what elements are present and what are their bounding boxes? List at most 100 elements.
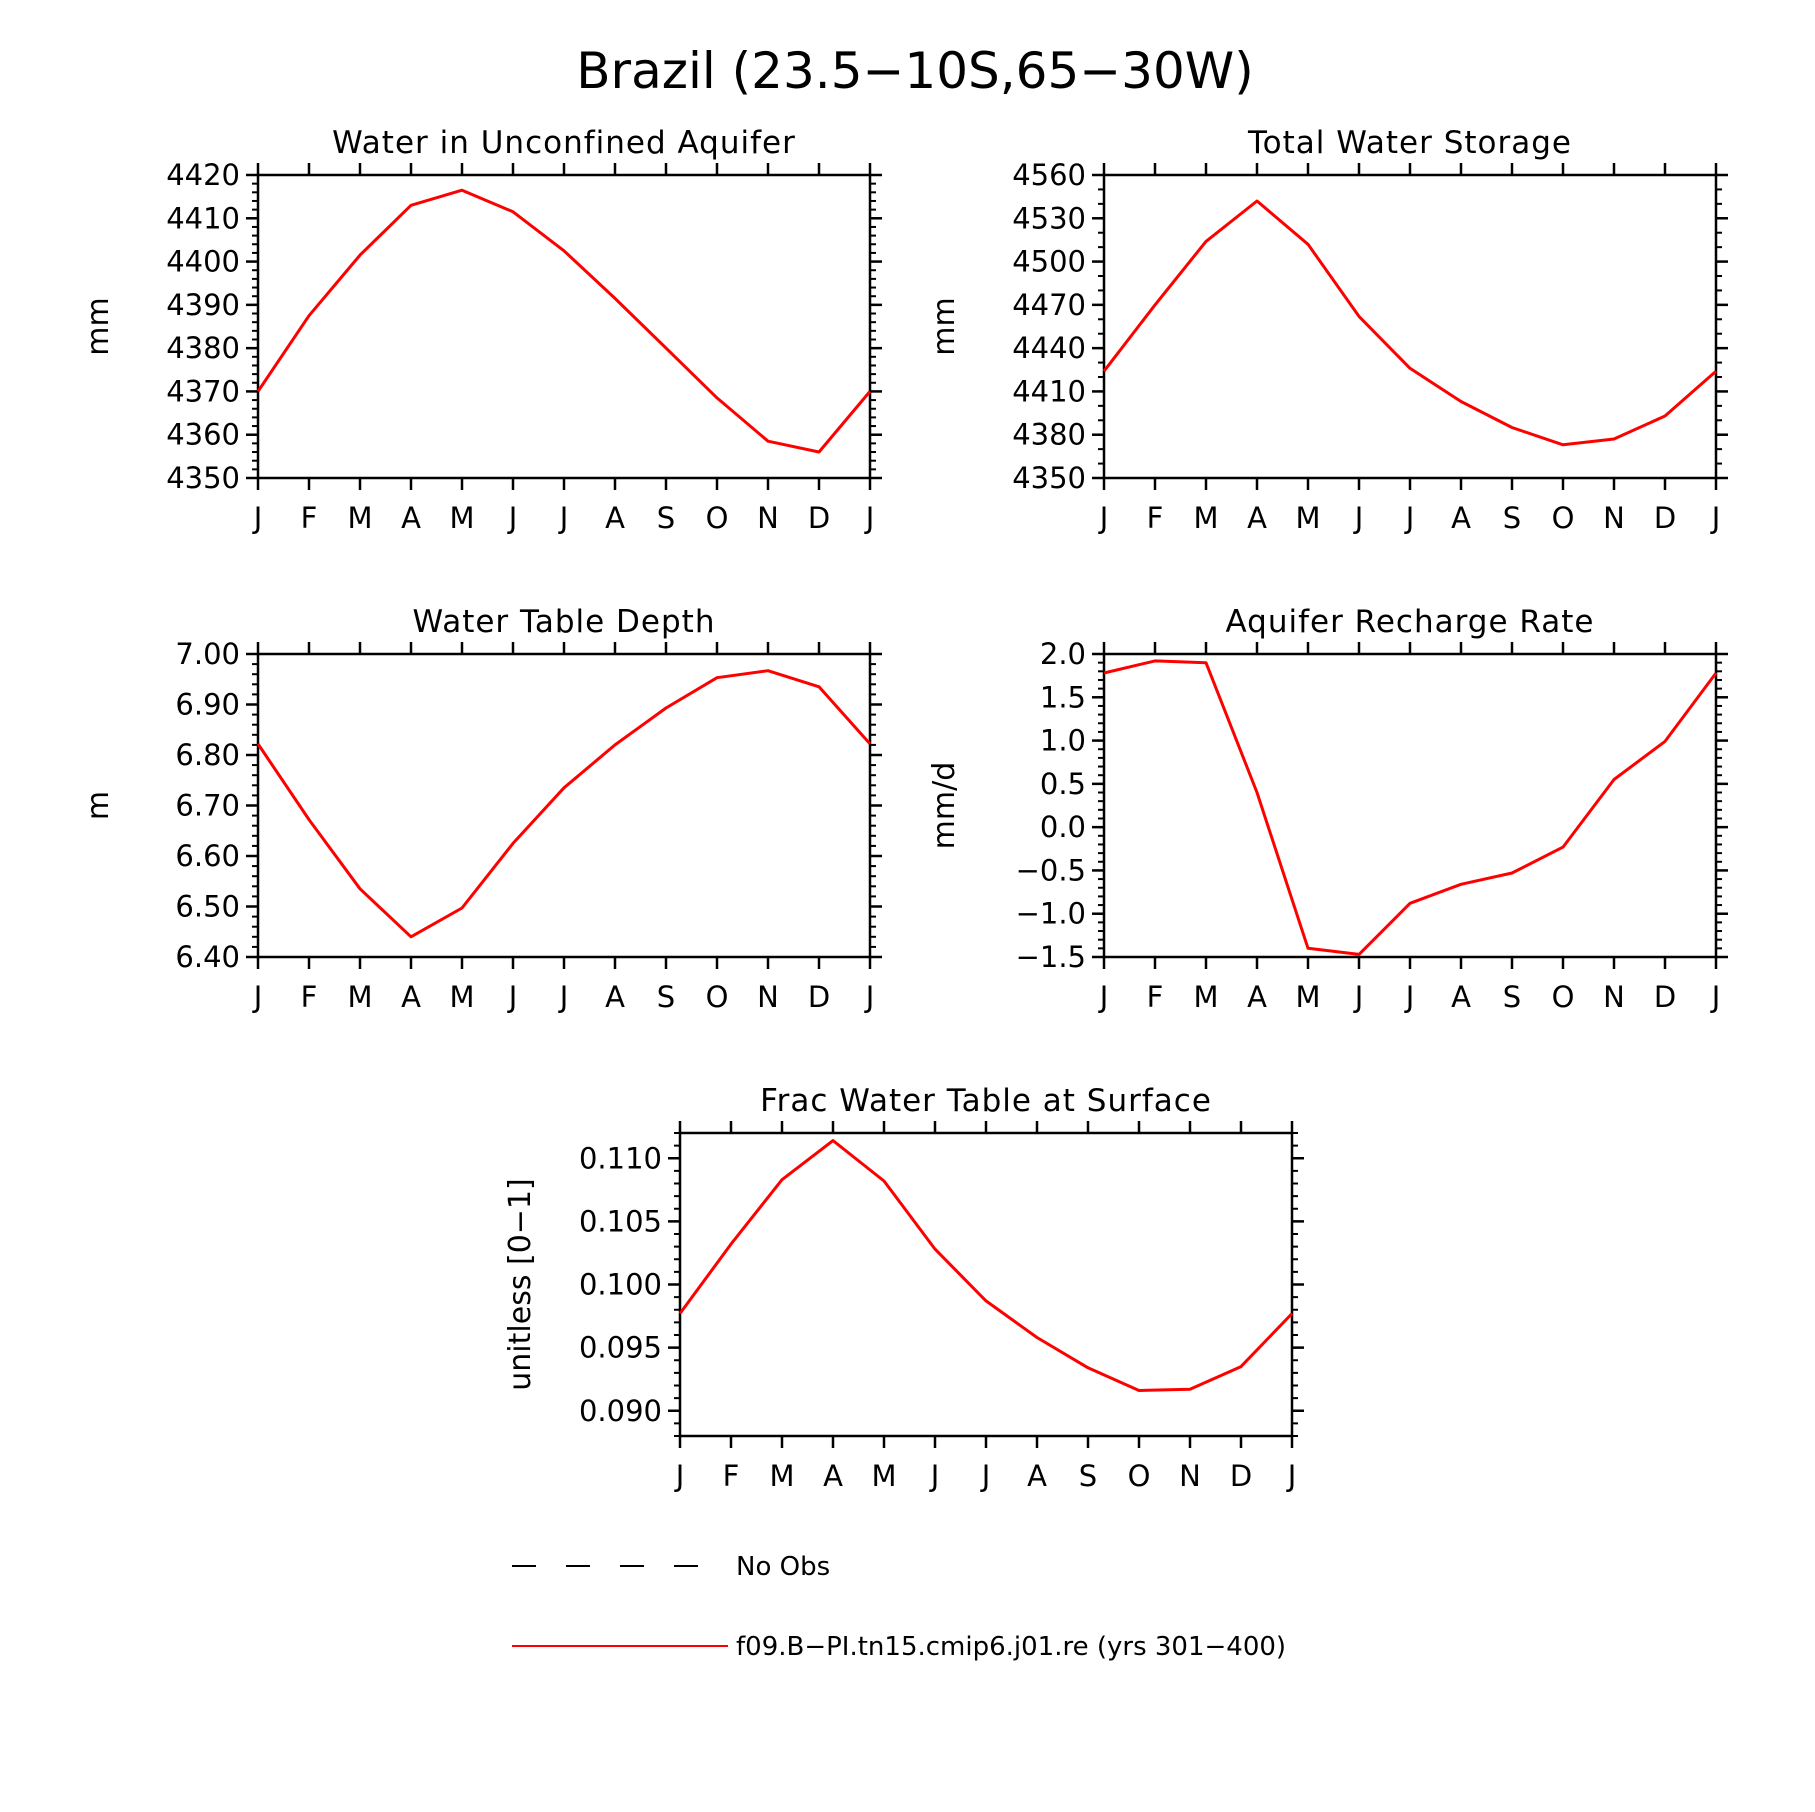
x-tick-label: J xyxy=(674,1459,685,1493)
x-tick-label: J xyxy=(1710,501,1721,535)
x-tick-label: A xyxy=(401,501,421,535)
series-line xyxy=(678,1139,1294,1392)
y-tick-label: 0.095 xyxy=(579,1331,662,1365)
y-tick-label: 6.90 xyxy=(175,688,240,722)
x-tick-label: J xyxy=(1353,501,1364,535)
x-tick-label: F xyxy=(301,501,318,535)
x-tick-label: M xyxy=(347,501,372,535)
series-line xyxy=(256,669,872,939)
x-tick-label: D xyxy=(1654,980,1676,1014)
y-tick-label: 4380 xyxy=(1012,418,1086,452)
y-axis-label: mm/d xyxy=(927,762,962,850)
x-tick-label: N xyxy=(757,501,779,535)
y-tick-label: 0.105 xyxy=(579,1204,662,1238)
x-tick-label: J xyxy=(1353,980,1364,1014)
x-tick-label: M xyxy=(769,1459,794,1493)
panel-title: Water Table Depth xyxy=(413,604,716,640)
y-tick-label: 4410 xyxy=(166,201,240,235)
x-tick-label: S xyxy=(1503,980,1521,1014)
x-tick-label: O xyxy=(706,980,729,1014)
y-tick-label: 0.5 xyxy=(1040,767,1086,801)
panel-title: Total Water Storage xyxy=(1247,125,1572,161)
x-tick-label: J xyxy=(1710,980,1721,1014)
panel-5: J F M A M J J A S O N D J0.0900.0950.1000.1050.110Fr… xyxy=(503,1083,1304,1493)
x-tick-label: M xyxy=(1193,980,1218,1014)
series-line xyxy=(1103,659,1718,956)
y-tick-label: 4560 xyxy=(1012,158,1086,192)
x-tick-label: A xyxy=(401,980,421,1014)
series-line xyxy=(1102,199,1717,447)
legend-label-model: f09.B−PI.tn15.cmip6.j01.re (yrs 301−400) xyxy=(736,1632,1286,1662)
panel-1: J F M A M J J A S O N D J435043604370438043904400441… xyxy=(81,125,882,535)
y-tick-label: 7.00 xyxy=(175,637,240,671)
x-tick-label: A xyxy=(1247,501,1267,535)
y-tick-label: 4500 xyxy=(1012,245,1086,279)
y-tick-label: 6.50 xyxy=(175,890,240,924)
x-tick-label: A xyxy=(605,980,625,1014)
x-tick-label: A xyxy=(1451,501,1471,535)
y-tick-label: 6.60 xyxy=(175,839,240,873)
panel-title: Water in Unconfined Aquifer xyxy=(332,125,796,161)
panel-2: J F M A M J J A S O N D J435043804410444044704500453… xyxy=(927,125,1728,535)
x-tick-label: O xyxy=(1128,1459,1151,1493)
x-tick-label: S xyxy=(1079,1459,1097,1493)
y-axis-label: mm xyxy=(927,297,962,355)
x-tick-label: N xyxy=(1603,501,1625,535)
x-tick-label: N xyxy=(1603,980,1625,1014)
y-tick-label: 0.090 xyxy=(579,1394,662,1428)
x-tick-label: J xyxy=(252,501,263,535)
y-tick-label: 4420 xyxy=(166,158,240,192)
y-axis-label: mm xyxy=(81,297,116,355)
x-tick-label: J xyxy=(558,980,569,1014)
x-tick-label: F xyxy=(301,980,318,1014)
plot-frame xyxy=(256,173,872,480)
x-tick-label: J xyxy=(1098,501,1109,535)
x-tick-label: M xyxy=(347,980,372,1014)
x-tick-label: J xyxy=(507,501,518,535)
x-tick-label: J xyxy=(864,980,875,1014)
x-tick-label: J xyxy=(1404,501,1415,535)
y-tick-label: 0.110 xyxy=(579,1141,662,1175)
x-tick-label: N xyxy=(757,980,779,1014)
x-tick-label: D xyxy=(808,980,830,1014)
x-tick-label: M xyxy=(1193,501,1218,535)
x-tick-label: D xyxy=(1654,501,1676,535)
y-tick-label: 4350 xyxy=(166,461,240,495)
x-tick-label: S xyxy=(1503,501,1521,535)
y-tick-label: 4380 xyxy=(166,331,240,365)
y-tick-label: 6.70 xyxy=(175,789,240,823)
y-tick-label: 0.0 xyxy=(1040,810,1086,844)
legend: No Obs f09.B−PI.tn15.cmip6.j01.re (yrs 3… xyxy=(512,1552,1286,1662)
x-tick-label: O xyxy=(1552,980,1575,1014)
x-tick-label: A xyxy=(1451,980,1471,1014)
y-tick-label: 0.100 xyxy=(579,1268,662,1302)
x-tick-label: J xyxy=(1098,980,1109,1014)
panels: J F M A M J J A S O N D J435043604370438043904400441… xyxy=(81,125,1728,1493)
y-tick-label: 4390 xyxy=(166,288,240,322)
x-tick-label: J xyxy=(1286,1459,1297,1493)
x-tick-label: A xyxy=(605,501,625,535)
x-tick-label: O xyxy=(706,501,729,535)
y-tick-label: 4400 xyxy=(166,245,240,279)
y-tick-label: −1.5 xyxy=(1016,940,1086,974)
y-tick-label: 4470 xyxy=(1012,288,1086,322)
x-tick-label: M xyxy=(449,980,474,1014)
x-tick-label: J xyxy=(1404,980,1415,1014)
panel-4: J F M A M J J A S O N D J−1.5−1.0−0.50.00.51.01.52.0… xyxy=(927,604,1728,1014)
panel-3: J F M A M J J A S O N D J6.406.506.606.706.806.907.0… xyxy=(81,604,882,1014)
plot-frame xyxy=(1102,652,1718,959)
y-tick-label: 4440 xyxy=(1012,331,1086,365)
x-tick-label: A xyxy=(823,1459,843,1493)
x-tick-label: N xyxy=(1179,1459,1201,1493)
series-line xyxy=(256,188,872,454)
x-tick-label: O xyxy=(1552,501,1575,535)
y-tick-label: 1.5 xyxy=(1040,680,1086,714)
x-tick-label: A xyxy=(1027,1459,1047,1493)
x-tick-label: D xyxy=(1230,1459,1252,1493)
x-tick-label: J xyxy=(558,501,569,535)
y-tick-label: 4530 xyxy=(1012,201,1086,235)
x-tick-label: M xyxy=(1295,980,1320,1014)
y-tick-label: 4370 xyxy=(166,374,240,408)
y-tick-label: 4410 xyxy=(1012,374,1086,408)
